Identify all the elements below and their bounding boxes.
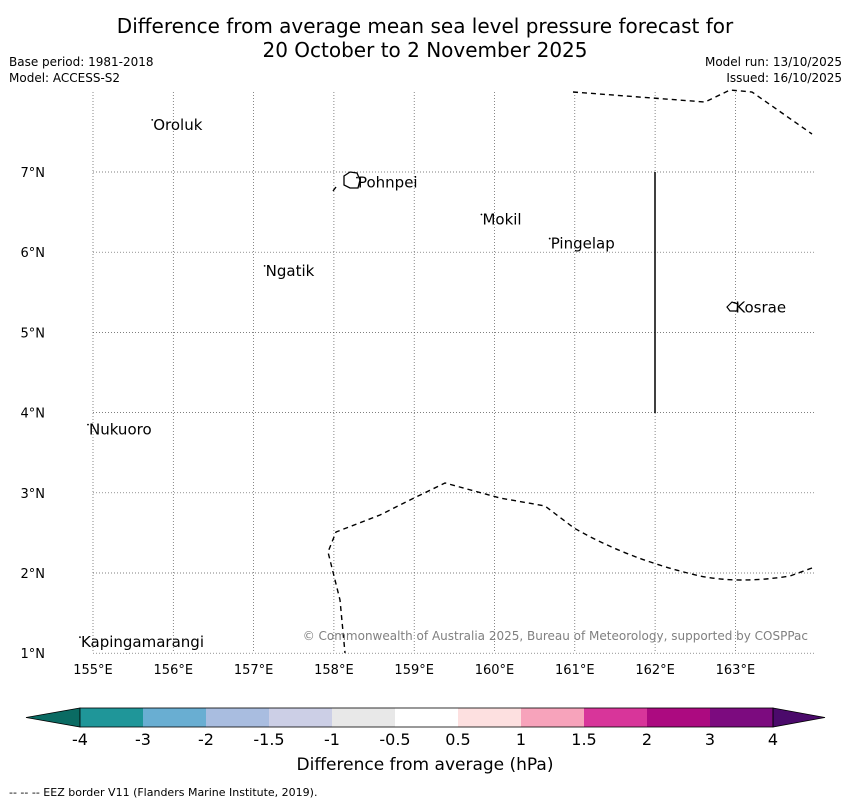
colorbar-tick-label: -1: [324, 730, 340, 749]
place-marker: [87, 423, 89, 426]
model-name: Model: ACCESS-S2: [9, 71, 121, 85]
place-marker: [79, 636, 81, 639]
gridlines: [92, 92, 815, 654]
colorbar-frame: [79, 707, 774, 728]
pohnpei-island-outline: [343, 171, 361, 189]
lat-tick-label: 5°N: [21, 326, 46, 341]
colorbar-segment: [80, 708, 143, 727]
lat-tick-label: 3°N: [21, 487, 46, 502]
colorbar-segment: [332, 708, 395, 727]
lat-tick-label: 2°N: [21, 567, 46, 582]
lat-tick-label: 7°N: [21, 166, 46, 181]
colorbar-tick-label: 4: [768, 730, 778, 749]
place-label-nukuoro: Nukuoro: [89, 421, 152, 439]
place-marker: [548, 237, 551, 240]
footer-note: -- -- -- EEZ border V11 (Flanders Marine…: [9, 786, 318, 799]
place-label-oroluk: Oroluk: [153, 116, 202, 134]
meta-left: Base period: 1981-2018 Model: ACCESS-S2: [9, 54, 154, 86]
base-period: Base period: 1981-2018: [9, 55, 154, 69]
model-run: Model run: 13/10/2025: [704, 55, 842, 69]
colorbar-tick-label: -0.5: [379, 730, 410, 749]
colorbar-tick-label: 1.5: [571, 730, 596, 749]
colorbar-tick-label: -1.5: [253, 730, 284, 749]
colorbar-tick-label: 2: [642, 730, 652, 749]
place-marker: [480, 213, 483, 216]
colorbar-segment: [206, 708, 269, 727]
place-marker: [263, 264, 266, 267]
lon-tick-label: 157°E: [234, 663, 274, 678]
lon-tick-label: 160°E: [475, 663, 515, 678]
kosrae-island-outline: [726, 301, 739, 312]
colorbar-ticks: -4 -3 -2 -1.5 -1 -0.5 0.5 1 1.5 2 3 4: [72, 730, 778, 749]
lon-tick-label: 156°E: [154, 663, 194, 678]
place-marker: [356, 176, 358, 179]
copyright-text: © Commonwealth of Australia 2025, Bureau…: [303, 629, 808, 643]
lon-tick-label: 155°E: [73, 663, 113, 678]
eez-border-south: [327, 482, 813, 654]
colorbar-segment: [143, 708, 206, 727]
chart-title: Difference from average mean sea level p…: [0, 14, 850, 62]
colorbar-left-arrow: [25, 707, 81, 728]
place-marker: [733, 301, 736, 304]
place-label-kosrae: Kosrae: [735, 299, 786, 317]
axis-labels: 155°E 156°E 157°E 158°E 159°E 160°E 161°E 162°E…: [21, 166, 756, 678]
place-label-ngatik: Ngatik: [266, 262, 315, 280]
colorbar-segment: [395, 708, 458, 727]
lon-tick-label: 158°E: [314, 663, 354, 678]
colorbar-tick-label: 0.5: [445, 730, 470, 749]
colorbar-tick-label: 1: [516, 730, 526, 749]
colorbar-segment: [584, 708, 647, 727]
colorbar-tick-label: -2: [198, 730, 214, 749]
eez-border-north: [572, 89, 813, 135]
lon-tick-label: 161°E: [555, 663, 595, 678]
colorbar-tick-label: 3: [705, 730, 715, 749]
colorbar: [25, 707, 826, 728]
title-line-1: Difference from average mean sea level p…: [116, 14, 734, 38]
colorbar-right-arrow: [772, 707, 826, 728]
place-marker: [151, 118, 154, 121]
place-label-kapingamarangi: Kapingamarangi: [81, 633, 204, 651]
colorbar-tick-label: -4: [72, 730, 88, 749]
colorbar-segment: [647, 708, 710, 727]
place-labels: Oroluk Pohnpei Mokil Pingelap Ngatik Kosrae Nu…: [79, 116, 786, 651]
colorbar-segment: [521, 708, 584, 727]
colorbar-tick-label: -3: [135, 730, 151, 749]
eez-borders: [327, 89, 813, 654]
lat-tick-label: 1°N: [21, 647, 46, 662]
place-label-pohnpei: Pohnpei: [358, 174, 418, 192]
colorbar-title: Difference from average (hPa): [296, 755, 554, 775]
title-line-2: 20 October to 2 November 2025: [262, 38, 588, 62]
lon-tick-label: 162°E: [635, 663, 675, 678]
lon-tick-label: 163°E: [716, 663, 756, 678]
place-label-mokil: Mokil: [482, 211, 521, 229]
issued-date: Issued: 16/10/2025: [726, 71, 842, 85]
lat-tick-label: 4°N: [21, 407, 46, 422]
lon-tick-label: 159°E: [394, 663, 434, 678]
eez-border-pohnpei-stub: [332, 186, 337, 192]
place-label-pingelap: Pingelap: [551, 235, 615, 253]
colorbar-segment: [269, 708, 332, 727]
meta-right: Model run: 13/10/2025 Issued: 16/10/2025: [705, 54, 842, 86]
lat-tick-label: 6°N: [21, 246, 46, 261]
colorbar-segment: [458, 708, 521, 727]
colorbar-segment: [710, 708, 773, 727]
